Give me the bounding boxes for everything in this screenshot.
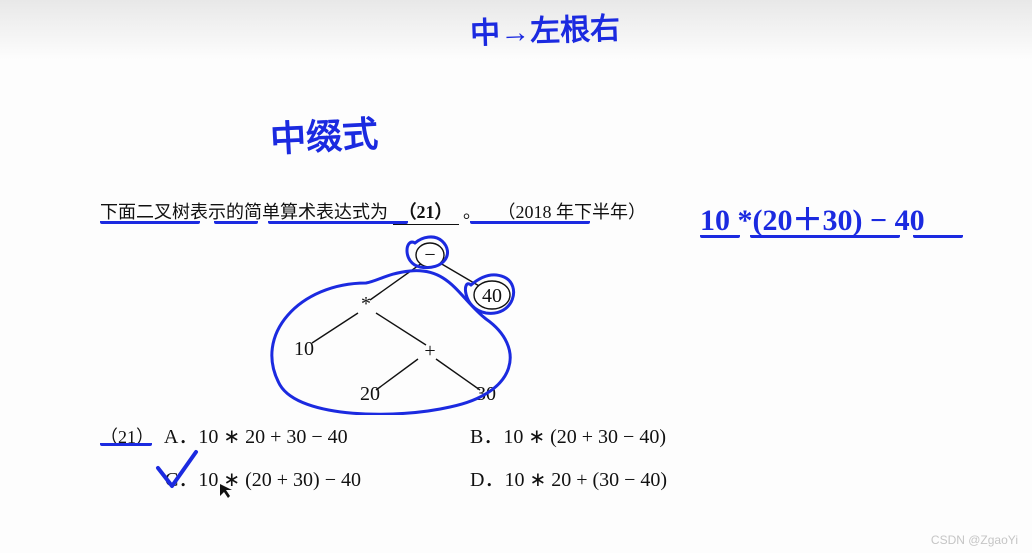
option-B: B．10 ∗ (20 + 30 − 40) — [470, 426, 666, 448]
option-D: D．10 ∗ 20 + (30 − 40) — [470, 469, 667, 491]
hand-note-top: 中→左根右 — [469, 3, 620, 52]
expression-tree: − * 40 10 + 20 30 — [230, 235, 570, 415]
node-lr: + — [424, 340, 435, 362]
watermark: CSDN @ZgaoYi — [931, 533, 1018, 547]
hand-checkmark — [150, 448, 240, 498]
node-l: * — [361, 293, 371, 315]
hand-underline-3 — [268, 218, 408, 224]
node-r: 40 — [482, 285, 502, 307]
page: 中→左根右 中缀式 下面二叉树表示的简单算术表达式为 （21） 。 （2018 … — [0, 0, 1032, 553]
hand-underline-2 — [214, 218, 258, 224]
node-lrl: 20 — [360, 383, 380, 405]
node-root: − — [424, 244, 435, 266]
hand-expr-ul-1 — [700, 232, 740, 238]
hand-underline-1 — [100, 218, 200, 224]
hand-note-infix: 中缀式 — [269, 105, 380, 163]
hand-expr-ul-3 — [913, 232, 963, 238]
hand-underline-qnum — [100, 440, 152, 446]
hand-underline-4 — [470, 218, 590, 224]
hand-expr-ul-2 — [750, 232, 900, 238]
node-ll: 10 — [294, 338, 314, 360]
option-A: A．10 ∗ 20 + 30 − 40 — [164, 426, 348, 448]
